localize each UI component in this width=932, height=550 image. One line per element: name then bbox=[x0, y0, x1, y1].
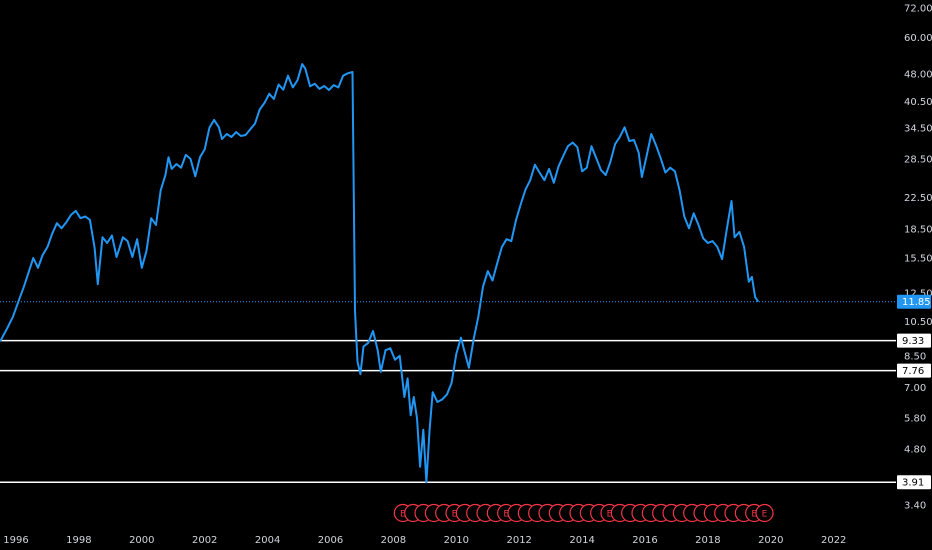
x-tick-label: 2006 bbox=[318, 535, 343, 546]
axis-price-labels: 9.33 7.76 3.91 11.85 bbox=[897, 294, 931, 490]
earnings-marker-label: E bbox=[503, 509, 509, 519]
earnings-marker-label: E bbox=[452, 509, 458, 519]
level-price-label: 7.76 bbox=[897, 363, 931, 378]
x-tick-label: 2010 bbox=[444, 535, 469, 546]
x-tick-label: 2012 bbox=[506, 535, 531, 546]
y-tick-label: 5.80 bbox=[904, 414, 926, 425]
time-axis[interactable]: 1996 1998 2000 2002 2004 2006 2008 2010 2012 2014… bbox=[3, 535, 846, 546]
earnings-marker-label: E bbox=[751, 509, 757, 519]
y-tick-label: 72.00 bbox=[904, 4, 932, 15]
earnings-marker-label: E bbox=[400, 509, 406, 519]
x-tick-label: 1996 bbox=[3, 535, 28, 546]
y-tick-label: 4.80 bbox=[904, 444, 926, 455]
level-price-text: 3.91 bbox=[902, 478, 924, 489]
x-tick-label: 2016 bbox=[632, 535, 657, 546]
x-tick-label: 2018 bbox=[695, 535, 720, 546]
y-tick-label: 12.50 bbox=[904, 289, 932, 300]
x-tick-label: 2002 bbox=[192, 535, 217, 546]
y-tick-label: 60.00 bbox=[904, 33, 932, 44]
level-price-label: 9.33 bbox=[897, 333, 931, 348]
x-tick-label: 2014 bbox=[569, 535, 594, 546]
x-tick-label: 1998 bbox=[66, 535, 91, 546]
y-tick-label: 8.50 bbox=[904, 351, 926, 362]
y-tick-label: 48.00 bbox=[904, 70, 932, 81]
y-tick-label: 22.50 bbox=[904, 193, 932, 204]
level-price-label: 3.91 bbox=[897, 475, 931, 490]
series-layer bbox=[0, 63, 760, 484]
last-price-text: 11.85 bbox=[902, 297, 931, 308]
horizontal-levels bbox=[0, 301, 896, 483]
x-tick-label: 2022 bbox=[821, 535, 846, 546]
y-tick-label: 15.50 bbox=[904, 254, 932, 265]
x-tick-label: 2008 bbox=[381, 535, 406, 546]
x-tick-label: 2000 bbox=[129, 535, 154, 546]
y-tick-label: 34.50 bbox=[904, 123, 932, 134]
series-line[interactable] bbox=[0, 63, 760, 484]
y-tick-label: 3.40 bbox=[904, 501, 926, 512]
y-tick-label: 10.50 bbox=[904, 317, 932, 328]
earnings-marker-label: E bbox=[762, 509, 768, 519]
x-tick-label: 2020 bbox=[758, 535, 783, 546]
level-price-text: 9.33 bbox=[902, 336, 924, 347]
last-price-label: 11.85 bbox=[897, 294, 931, 309]
earnings-marker[interactable] bbox=[755, 503, 774, 523]
y-tick-label: 7.00 bbox=[904, 383, 926, 394]
x-tick-label: 2004 bbox=[255, 535, 280, 546]
earnings-marker-label: E bbox=[607, 509, 613, 519]
y-tick-label: 18.50 bbox=[904, 225, 932, 236]
level-price-text: 7.76 bbox=[902, 366, 924, 377]
y-tick-label: 40.50 bbox=[904, 97, 932, 108]
y-tick-label: 28.50 bbox=[904, 154, 932, 165]
price-axis[interactable]: 72.00 60.00 48.00 40.50 34.50 28.50 22.50 18.50… bbox=[904, 4, 932, 512]
